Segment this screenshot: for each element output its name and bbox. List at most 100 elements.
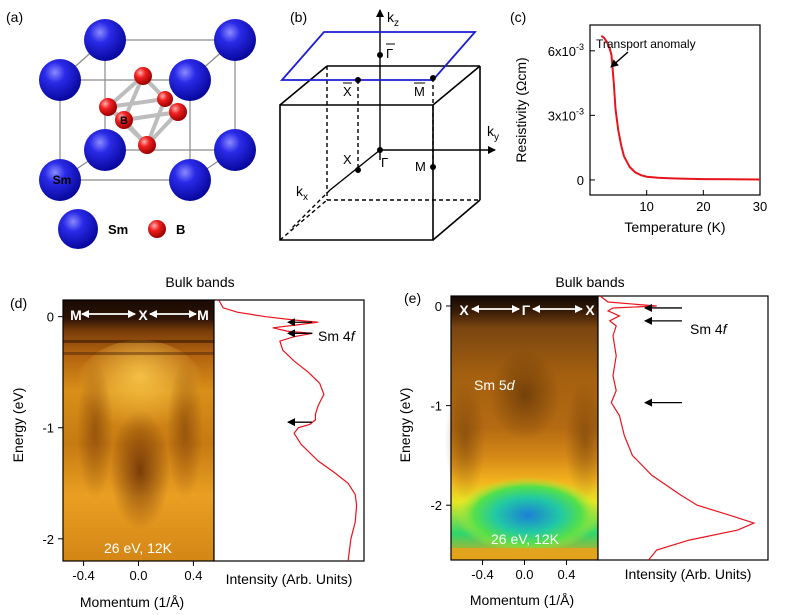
y-tick-label: -1: [430, 399, 442, 414]
x-tick-label: 30: [753, 199, 767, 214]
x-bar-label: X: [343, 84, 352, 99]
edc-curve-e: [599, 295, 756, 561]
bz-cube: [279, 65, 481, 241]
cut-label-gamma: Γ: [522, 302, 531, 318]
cut-label-x: X: [138, 307, 148, 323]
plot-c-frame: [589, 24, 761, 196]
x-label: X: [343, 152, 352, 167]
y-tick-label: 3x10-3: [548, 106, 584, 123]
panel-label-d: (d): [10, 295, 27, 311]
transport-anomaly-arrow: [610, 51, 629, 68]
plot-e-xlabel: Momentum (1/Å): [470, 592, 574, 608]
plot-d-ticks: -0.4 0.0 0.4 0 -1 -2: [42, 310, 202, 583]
y-tick-label: 6x10-3: [548, 42, 584, 59]
arpes-image-d: [63, 300, 214, 561]
edc-d-xlabel: Intensity (Arb. Units): [226, 571, 353, 587]
plot-c-xlabel: Temperature (K): [624, 219, 725, 235]
x-tick-label: 0.0: [515, 567, 533, 582]
b-atom: [115, 111, 133, 129]
panel-d-arpes: (d) Bulk bands M X M 26 eV, 12K -0.4 0.0 0…: [10, 274, 365, 610]
sm-atom: [169, 159, 211, 201]
panel-label-c: (c): [510, 9, 526, 25]
sm-atom: [39, 59, 81, 101]
plot-c-ylabel: Resistivity (Ωcm): [513, 57, 529, 162]
b-atom: [99, 98, 117, 116]
atom-label-b: B: [120, 115, 128, 127]
sm4f-label-d: Sm 4f: [318, 328, 357, 344]
gamma-point: [377, 147, 383, 153]
condition-label-d: 26 eV, 12K: [104, 540, 173, 556]
panel-a-crystal: (a): [6, 9, 256, 249]
plot-d-ylabel: Energy (eV): [10, 388, 26, 463]
sm-atom: [39, 159, 81, 201]
sm-atom: [214, 129, 256, 171]
cut-label-m-right: M: [197, 307, 209, 323]
condition-label-e: 26 eV, 12K: [491, 531, 560, 547]
edc-curve-d: [218, 299, 358, 562]
panel-label-e: (e): [404, 290, 421, 306]
resistivity-curve: [600, 34, 761, 181]
y-tick-label: -2: [42, 532, 54, 547]
cut-label-x-left: X: [459, 302, 469, 318]
y-tick-label: -1: [42, 421, 54, 436]
x-tick-label: -0.4: [72, 568, 94, 583]
b-atom: [134, 67, 152, 85]
gamma-label: Γ: [381, 155, 388, 170]
sm-atom: [84, 19, 126, 61]
bz-hidden-edges: [279, 66, 480, 241]
legend-sm-label: Sm: [108, 222, 128, 237]
x-tick-label: 10: [639, 199, 653, 214]
panel-label-b: (b): [290, 9, 307, 25]
y-tick-label: 0: [435, 299, 442, 314]
m-bar-point: [430, 75, 436, 81]
atom-label-sm: Sm: [53, 173, 72, 187]
x-tick-label: -0.4: [471, 567, 493, 582]
plot-e-title: Bulk bands: [555, 274, 624, 290]
surface-bz-plane: [280, 31, 477, 81]
legend-sm-marker: [58, 209, 98, 249]
ky-label: ky: [487, 123, 499, 143]
gamma-bar-point: [377, 52, 383, 58]
legend-b-label: B: [176, 222, 185, 237]
kz-label: kz: [387, 9, 399, 29]
sm-atom: [84, 129, 126, 171]
sm4f-label-e: Sm 4f: [690, 321, 729, 337]
kx-label: kx: [296, 183, 308, 203]
plot-c-ticks: 10 20 30 0 3x10-3 6x10-3: [548, 42, 767, 214]
cut-label-m-left: M: [70, 307, 82, 323]
b-atom: [157, 91, 173, 107]
edc-d-arrows: [287, 318, 312, 427]
b-atom: [169, 103, 187, 121]
gamma-bar-label: Γ: [386, 46, 393, 61]
panel-label-a: (a): [6, 9, 23, 25]
arpes-image-e: [445, 296, 605, 560]
sm-atom: [214, 19, 256, 61]
edc-d-frame: [213, 299, 365, 562]
legend-b-marker: [148, 220, 166, 238]
y-tick-label: 0: [577, 173, 584, 188]
edc-e-arrows: [644, 303, 682, 407]
x-tick-label: 0.4: [557, 567, 575, 582]
plot-e-ylabel: Energy (eV): [397, 388, 413, 463]
kx-axis-dashed: [289, 189, 331, 231]
plot-d-title: Bulk bands: [165, 274, 234, 290]
x-bar-point: [355, 77, 361, 83]
sm-atom: [169, 59, 211, 101]
cut-label-x-right: X: [585, 302, 595, 318]
y-tick-label: 0: [47, 310, 54, 325]
x-tick-label: 0.0: [129, 568, 147, 583]
m-label: M: [415, 159, 426, 174]
panel-c-resistivity: (c) 10 20 30 0 3x10-3 6x10-3 Transport anomal…: [510, 9, 767, 235]
m-point: [430, 164, 436, 170]
plot-e-ticks: -0.4 0.0 0.4 0 -1 -2: [430, 299, 575, 582]
m-bar-label: M: [414, 84, 425, 99]
x-tick-label: 0.4: [184, 568, 202, 583]
sm5d-label: Sm 5d: [474, 377, 516, 393]
transport-anomaly-label: Transport anomaly: [596, 37, 696, 51]
x-point: [355, 167, 361, 173]
y-tick-label: -2: [430, 498, 442, 513]
plot-d-xlabel: Momentum (1/Å): [80, 594, 184, 610]
x-tick-label: 20: [696, 199, 710, 214]
panel-b-brillouin-zone: (b) kz ky k: [279, 9, 499, 241]
